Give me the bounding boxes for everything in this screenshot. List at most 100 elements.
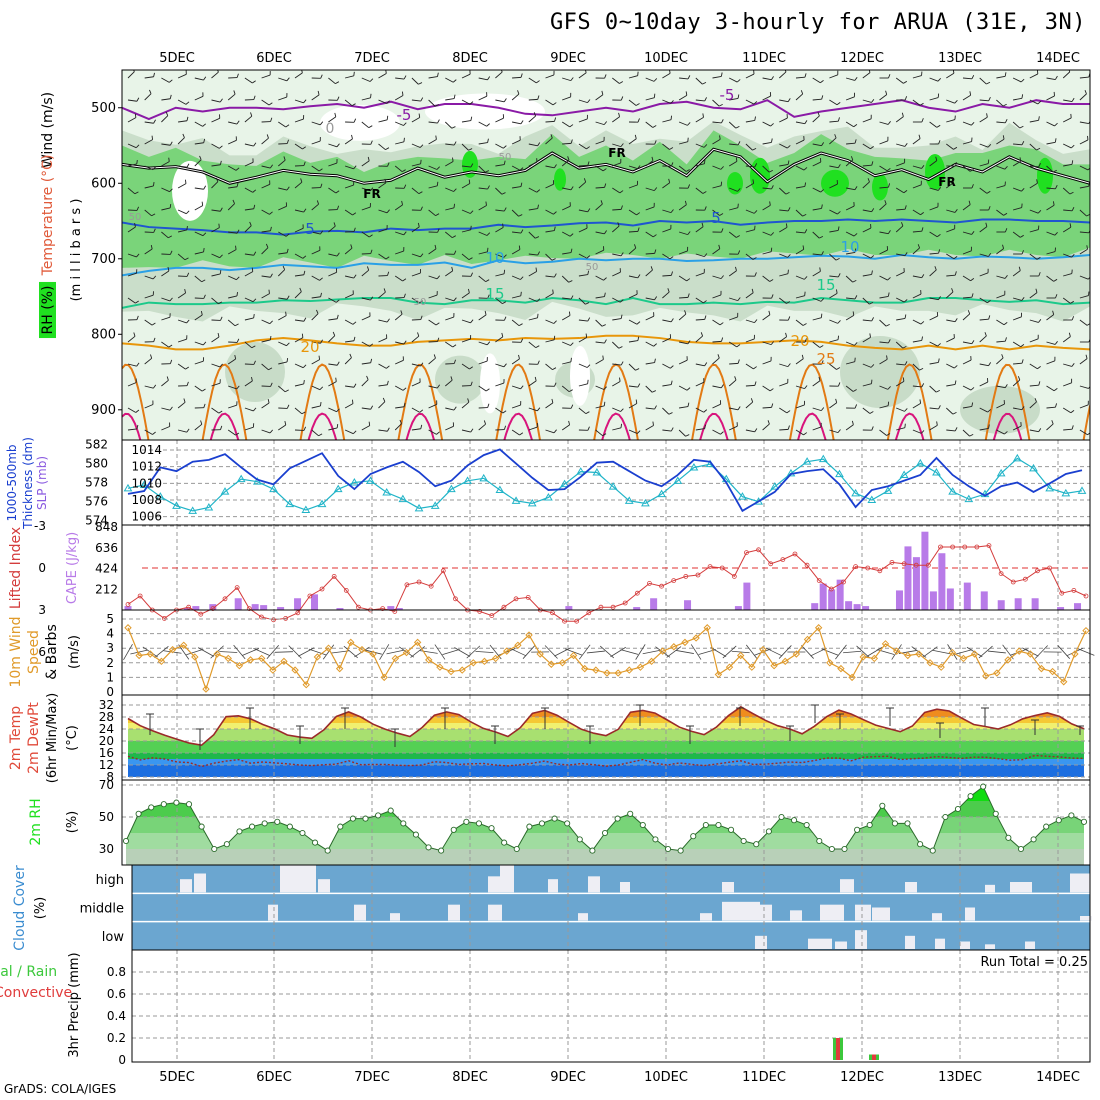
wind-barb-flag <box>501 192 506 195</box>
wind-barb <box>411 297 420 304</box>
wind-barb-flag <box>251 345 256 349</box>
wind-barb <box>461 73 471 79</box>
wind-barb <box>1063 99 1073 103</box>
wind10m-point-51 <box>692 634 700 642</box>
cloud-gap-middle-1 <box>354 904 366 921</box>
wind-barb <box>962 77 973 80</box>
slp-point-55 <box>1012 453 1022 462</box>
wind-barb <box>478 121 487 127</box>
wind-barb <box>795 358 804 365</box>
cape-bar-32 <box>395 608 403 610</box>
wind-barb-flag <box>820 407 825 411</box>
slp-point-43 <box>818 454 828 463</box>
wind-barb-flag <box>186 116 189 121</box>
wind-barb-flag <box>185 366 190 370</box>
wind-barb <box>261 230 271 233</box>
wind10m-point-37 <box>536 650 544 658</box>
wind-barb-flag <box>787 145 791 149</box>
wind-barb-flag <box>486 123 490 127</box>
wind10m-point-81 <box>1026 650 1035 658</box>
wind-barb <box>795 429 804 436</box>
wind-barb-flag <box>570 186 574 191</box>
wind-barb <box>344 99 353 107</box>
wind-barb <box>695 407 704 413</box>
wind-barb-flag <box>937 343 941 347</box>
wind-barb <box>929 160 938 167</box>
wind-barb-flag <box>1004 72 1007 77</box>
wind-barb <box>378 337 387 343</box>
wind-barb-flag <box>434 244 437 249</box>
wind-barb-flag <box>236 229 240 234</box>
lifted-point-42 <box>634 590 640 596</box>
wind-barb <box>645 407 655 410</box>
wind-barb-flag <box>467 398 470 403</box>
wind-barb-flag <box>470 116 473 121</box>
wind-barb-flag <box>553 226 556 231</box>
wind-barb <box>795 165 805 171</box>
slp-point-32 <box>641 498 650 507</box>
wind-barb-flag <box>265 243 269 248</box>
rh-blob-bright-5 <box>554 168 566 191</box>
wind-barb-flag <box>199 155 202 160</box>
rh-dry-pocket-1 <box>425 93 545 130</box>
rh-blob-low-4 <box>960 385 1040 434</box>
wind-barb-flag <box>253 251 257 256</box>
wind-barb-flag <box>468 179 471 184</box>
wind-barb <box>929 297 939 301</box>
cloud-ylabel-2: (%) <box>33 897 48 920</box>
wind-barb <box>879 358 888 365</box>
wind-barb-flag <box>253 142 257 147</box>
wind-barb <box>645 160 654 167</box>
rh-point-52 <box>778 813 785 821</box>
wind-barb <box>495 227 504 233</box>
temp-ylabel-4-group: (°C) <box>65 725 80 751</box>
wind10m-barb-61 <box>801 645 814 659</box>
wind-barb <box>161 231 169 239</box>
temp-ytick-20: 20 <box>99 734 114 748</box>
wind-barb <box>1046 360 1056 365</box>
precip-ytick-0.4: 0.4 <box>107 1009 126 1023</box>
slp-point-14 <box>350 478 359 486</box>
wind-barb <box>578 297 586 305</box>
bottom-x-tick-5DEC: 5DEC <box>159 1070 195 1085</box>
wind-barb <box>261 209 270 215</box>
wind-barb <box>996 385 1006 389</box>
wind-barb <box>962 429 970 437</box>
wind-barb <box>411 77 419 85</box>
wind-barb <box>1063 253 1072 258</box>
slp-point-12 <box>317 499 327 508</box>
wind-barb <box>996 340 1006 343</box>
cape-bar-96 <box>938 553 946 610</box>
wind-barb-flag <box>502 410 507 414</box>
wind-barb-flag <box>987 300 991 304</box>
contour-label-3: FR <box>608 146 625 160</box>
wind-barb-flag <box>520 120 524 125</box>
wind-barb <box>561 385 570 393</box>
wind-barb-flag <box>851 420 854 425</box>
wind-barb <box>829 137 837 145</box>
cloud-gap-middle-4 <box>488 904 502 921</box>
wind-barb <box>895 380 905 387</box>
wind-barb <box>545 165 555 169</box>
wind-barb <box>1079 404 1089 409</box>
wind-barb <box>946 182 954 189</box>
wind-barb-flag <box>503 316 507 321</box>
wind-barb <box>879 385 889 390</box>
wind-barb <box>595 405 605 409</box>
wind-barb <box>745 143 753 151</box>
rh-blob-bright-2 <box>821 169 849 197</box>
wind-barb-flag <box>954 162 958 167</box>
wind-barb <box>311 429 319 437</box>
wind-barb <box>578 319 588 322</box>
wind-barb-flag <box>186 272 190 277</box>
wind-barb-flag <box>336 361 340 366</box>
wind-barb <box>411 272 421 277</box>
wind-barb <box>562 96 571 101</box>
wind-barb <box>161 77 170 83</box>
wind-barb <box>512 231 522 234</box>
wind-barb <box>762 77 772 81</box>
wind-barb <box>728 77 738 83</box>
wind-barb-flag <box>835 257 840 261</box>
wind-barb-flag <box>420 424 423 429</box>
wind-barb-flag <box>821 142 825 146</box>
